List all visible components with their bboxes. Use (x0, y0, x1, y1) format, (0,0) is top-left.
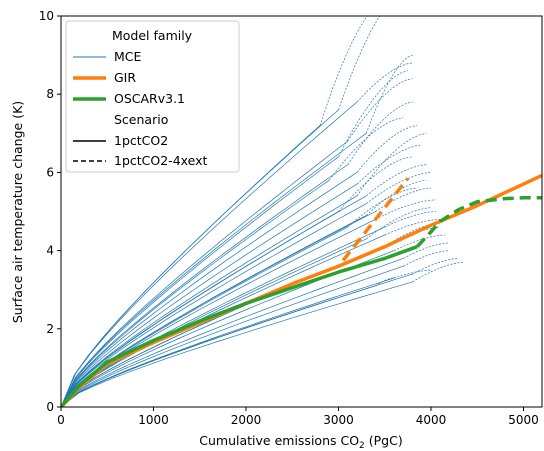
y-tick-label: 2 (46, 322, 54, 336)
mce-dashed-line (403, 242, 450, 259)
y-tick-label: 4 (46, 244, 54, 258)
x-tick-label: 3000 (323, 413, 354, 427)
mce-solid-line (61, 172, 358, 407)
x-tick-label: 0 (57, 413, 65, 427)
mce-solid-line (61, 183, 358, 407)
plot-area (61, 16, 542, 407)
y-tick-label: 10 (39, 9, 54, 23)
oscar-solid-line (61, 245, 418, 407)
mce-solid-line (61, 109, 339, 407)
y-axis-label: Surface air temperature change (K) (10, 101, 25, 323)
mce-dashed-line (366, 172, 432, 204)
mce-solid-line (61, 273, 413, 407)
y-tick-label: 8 (46, 87, 54, 101)
x-tick-label: 5000 (508, 413, 539, 427)
x-axis: 0 1000 2000 3000 4000 5000 (57, 407, 539, 427)
mce-solid-line (61, 164, 348, 407)
mce-dashed-line (375, 277, 395, 287)
mce-solid-line (61, 133, 367, 407)
legend: Model family MCE GIR OSCARv3.1 Scenario … (65, 20, 240, 173)
legend-header-model: Model family (112, 28, 193, 43)
mce-solid-line (61, 234, 385, 407)
mce-dashed-line (329, 117, 404, 181)
x-tick-label: 2000 (231, 413, 262, 427)
x-axis-label: Cumulative emissions CO2 (PgC) (199, 433, 402, 451)
mce-solid-line (61, 203, 367, 407)
mce-solid-line (61, 246, 385, 407)
y-tick-label: 0 (46, 400, 54, 414)
y-axis: 0 2 4 6 8 10 (39, 9, 61, 414)
legend-label-mce: MCE (114, 49, 142, 64)
y-tick-label: 6 (46, 165, 54, 179)
gir-solid-line (61, 173, 542, 407)
mce-dashed-line (338, 156, 413, 212)
legend-label-dashed: 1pctCO2-4xext (114, 153, 208, 168)
legend-label-gir: GIR (114, 70, 136, 85)
axes-frame (60, 15, 543, 408)
mce-dashed-line (393, 269, 432, 279)
mce-dashed-line (319, 16, 368, 126)
mce-solid-line (61, 140, 349, 407)
x-tick-label: 4000 (416, 413, 447, 427)
mce-dashed-line (412, 258, 459, 275)
mce-solid-line (61, 101, 358, 407)
mce-solid-line (61, 211, 339, 407)
oscar-dashed-line (415, 196, 542, 248)
mce-solid-line (61, 211, 376, 407)
mce-dashed-line (403, 250, 450, 267)
mce-solid-line (61, 281, 413, 407)
mce-solid-line (61, 179, 330, 407)
mce-solid-line (61, 195, 358, 407)
mce-solid-line (61, 156, 339, 407)
mce-solid-line (61, 258, 404, 407)
mce-dashed-line (347, 187, 418, 228)
mce-dashed-line (347, 101, 413, 165)
mce-dashed-line (365, 54, 413, 134)
mce-solid-line (61, 215, 367, 407)
mce-dashed-line (356, 125, 418, 173)
mce-solid-line (61, 277, 395, 407)
mce-dashed-line (366, 207, 432, 240)
legend-label-solid: 1pctCO2 (114, 133, 168, 148)
mce-dashed-line (366, 164, 427, 197)
mce-solid-line (61, 238, 367, 407)
gir-dashed-line (341, 177, 410, 262)
x-tick-label: 1000 (138, 413, 169, 427)
mce-dashed-line (412, 261, 464, 283)
legend-header-scenario: Scenario (114, 112, 168, 127)
mce-dashed-line (384, 218, 441, 236)
mce-dashed-line (356, 144, 422, 185)
mce-dashed-line (347, 78, 413, 142)
mce-dashed-line (366, 179, 427, 216)
mce-dashed-line (338, 70, 409, 157)
mce-dashed-line (356, 62, 413, 103)
legend-box (65, 20, 240, 173)
mce-dashed-line (375, 199, 436, 220)
mce-solid-line (61, 285, 376, 407)
mce-solid-line (61, 265, 404, 407)
mce-dashed-line (338, 16, 381, 110)
legend-label-oscar: OSCARv3.1 (114, 91, 185, 106)
mce-dashed-line (356, 132, 427, 197)
